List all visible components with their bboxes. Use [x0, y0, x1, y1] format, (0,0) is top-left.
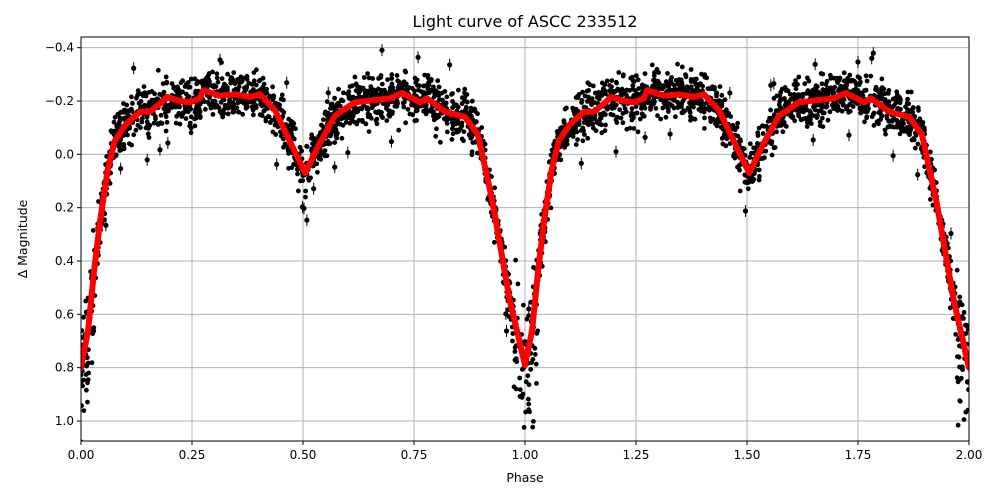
y-tick-label: 0.2 — [55, 201, 74, 215]
x-tick-label: 1.50 — [734, 448, 761, 462]
x-tick-label: 1.00 — [512, 448, 539, 462]
y-tick-label: 0.6 — [55, 307, 74, 321]
y-tick-label: 0.4 — [55, 254, 74, 268]
x-tick-label: 0.75 — [401, 448, 428, 462]
x-tick-label: 2.00 — [956, 448, 983, 462]
y-axis-ticks: −0.4 −0.2 0.0 0.2 0.4 0.6 0.8 1.0 — [45, 41, 81, 428]
x-tick-label: 0.00 — [68, 448, 95, 462]
y-tick-label: 1.0 — [55, 414, 74, 428]
x-tick-label: 0.50 — [290, 448, 317, 462]
y-tick-label: 0.0 — [55, 147, 74, 161]
y-tick-label: −0.4 — [45, 41, 74, 55]
observation-points — [81, 44, 969, 441]
y-tick-label: 0.8 — [55, 361, 74, 375]
x-axis-ticks: 0.00 0.25 0.50 0.75 1.00 1.25 1.50 1.75 2.00 — [68, 441, 983, 462]
model-fit-line — [81, 87, 969, 371]
x-tick-label: 0.25 — [179, 448, 206, 462]
x-tick-label: 1.75 — [845, 448, 872, 462]
chart-title: Light curve of ASCC 233512 — [412, 12, 638, 31]
x-axis-label: Phase — [506, 470, 544, 485]
x-tick-label: 1.25 — [623, 448, 650, 462]
y-tick-label: −0.2 — [45, 94, 74, 108]
y-axis-label: Δ Magnitude — [15, 199, 30, 278]
